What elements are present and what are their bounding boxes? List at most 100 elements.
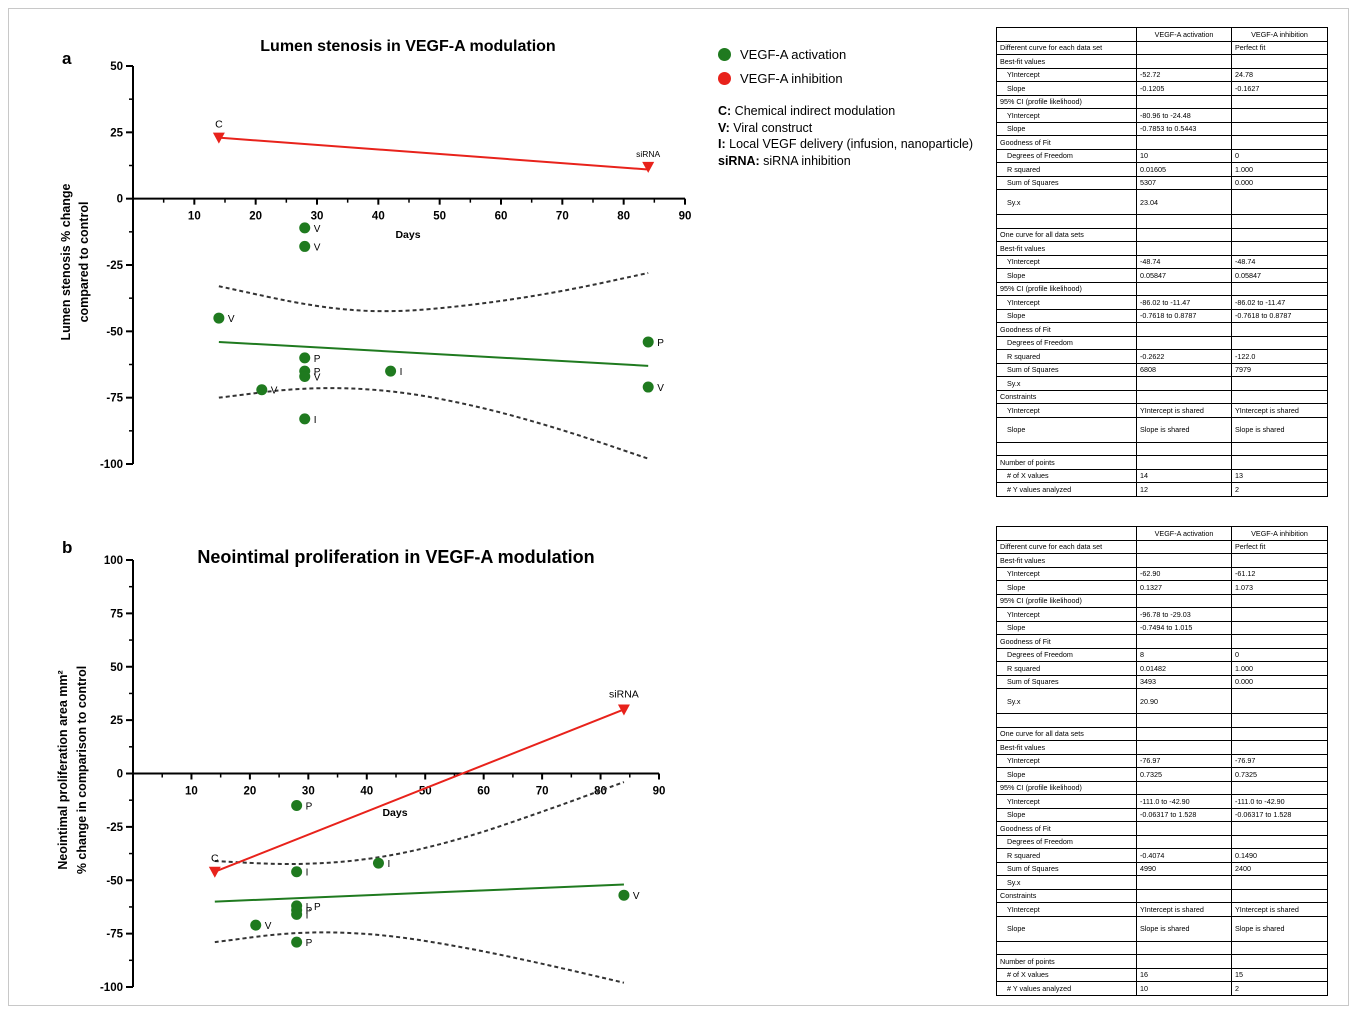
table-cell: 8 — [1136, 647, 1232, 662]
table-row: Slope Slope is shared Slope is shared — [996, 915, 1328, 942]
table-header-cell: VEGF-A inhibition — [1231, 526, 1328, 541]
table-cell: 1.000 — [1231, 661, 1328, 676]
table-row: YIntercept -52.72 24.78 — [996, 67, 1328, 82]
x-tick-label: 30 — [302, 786, 315, 798]
table-cell: Slope is shared — [1231, 416, 1328, 443]
table-cell — [1231, 322, 1328, 337]
table-cell: Slope — [996, 767, 1137, 782]
table-row: One curve for all data sets — [996, 227, 1328, 242]
point-label: V — [228, 314, 235, 325]
table-cell: Perfect fit — [1231, 40, 1328, 55]
activation-point — [291, 908, 303, 920]
abbr-viral: V: Viral construct — [718, 120, 973, 137]
ci-upper-band — [218, 271, 649, 313]
table-cell: Sy.x — [996, 688, 1137, 714]
table-cell: # of X values — [996, 967, 1137, 982]
table-row: # of X values 16 15 — [996, 967, 1328, 982]
table-cell: 12 — [1136, 482, 1232, 497]
table-cell: Slope — [996, 121, 1137, 136]
table-cell: -0.7618 to 0.8787 — [1136, 308, 1232, 323]
table-cell — [1231, 607, 1328, 622]
abbr-key: siRNA: — [718, 153, 760, 168]
table-cell — [1231, 189, 1328, 215]
y-tick-label: 50 — [110, 61, 123, 73]
table-cell: YIntercept — [996, 902, 1137, 917]
activation-point — [291, 800, 303, 812]
point-label: I, P — [306, 902, 321, 913]
table-cell — [1136, 214, 1232, 229]
table-cell: 10 — [1136, 981, 1232, 996]
table-row — [996, 713, 1328, 728]
table-cell — [1231, 281, 1328, 296]
x-tick-label: 60 — [495, 211, 508, 223]
point-label: P — [657, 338, 664, 349]
table-cell: -48.74 — [1231, 254, 1328, 269]
table-cell — [1231, 954, 1328, 969]
table-row: Degrees of Freedom 10 0 — [996, 148, 1328, 163]
table-cell — [1231, 241, 1328, 256]
table-cell — [1231, 54, 1328, 69]
table-row: Slope 0.7325 0.7325 — [996, 767, 1328, 782]
point-label: C — [215, 119, 223, 131]
table-row: # Y values analyzed 12 2 — [996, 482, 1328, 497]
x-tick-label: 40 — [372, 211, 385, 223]
table-cell — [1231, 940, 1328, 955]
figure-frame — [8, 8, 1349, 1006]
y-tick-label: -25 — [106, 822, 123, 834]
table-row: Different curve for each data set Perfect… — [996, 40, 1328, 55]
table-cell: Sy.x — [996, 376, 1137, 391]
table-cell: Constraints — [996, 888, 1137, 903]
abbr-key: V: — [718, 120, 730, 135]
table-cell: 3493 — [1136, 674, 1232, 689]
table-cell: Slope — [996, 915, 1137, 942]
table-cell — [1231, 780, 1328, 795]
table-row: YIntercept YIntercept is shared YIntercept… — [996, 403, 1328, 418]
x-tick-label: 50 — [433, 211, 446, 223]
inhibition-fit-line — [218, 136, 649, 171]
table-row: Slope -0.06317 to 1.528 -0.06317 to 1.528 — [996, 807, 1328, 822]
chart-panel-b: b Neointimal proliferation in VEGF-A modu… — [56, 538, 665, 994]
table-row: 95% CI (profile likelihood) — [996, 593, 1328, 608]
point-label: V — [314, 242, 321, 253]
table-cell: 0.1490 — [1231, 848, 1328, 863]
table-cell: -0.4074 — [1136, 848, 1232, 863]
abbr-text: Local VEGF delivery (infusion, nanoparti… — [725, 137, 973, 151]
legend-label-inhibition: VEGF-A inhibition — [740, 70, 843, 86]
table-cell: YIntercept — [996, 403, 1137, 418]
table-cell — [1231, 620, 1328, 635]
point-label: V — [265, 921, 272, 932]
table-cell: # Y values analyzed — [996, 482, 1137, 497]
table-cell: 0 — [1231, 148, 1328, 163]
table-row: YIntercept -96.78 to -29.03 — [996, 607, 1328, 622]
activation-point — [256, 384, 268, 396]
table-cell: Slope — [996, 807, 1137, 822]
chart-title: Neointimal proliferation in VEGF-A modul… — [197, 547, 594, 567]
table-cell: YIntercept — [996, 753, 1137, 768]
table-cell — [1231, 227, 1328, 242]
x-axis-label: Days — [395, 229, 420, 241]
point-label: I — [306, 910, 309, 921]
table-cell — [1136, 241, 1232, 256]
table-row: YIntercept -48.74 -48.74 — [996, 254, 1328, 269]
table-cell: 0 — [1231, 647, 1328, 662]
inhibition-fit-line — [214, 708, 625, 873]
table-cell — [1136, 281, 1232, 296]
table-row: Sum of Squares 5307 0.000 — [996, 175, 1328, 190]
point-label: P — [306, 802, 313, 813]
y-axis-label: Lumen stenosis % change — [59, 183, 73, 340]
abbreviation-key: C: Chemical indirect modulation V: Viral… — [718, 103, 973, 169]
table-cell: 0.01605 — [1136, 162, 1232, 177]
x-tick-label: 40 — [360, 786, 373, 798]
y-tick-label: -75 — [106, 393, 123, 405]
table-row: YIntercept -86.02 to -11.47 -86.02 to -11.… — [996, 295, 1328, 310]
table-row — [996, 214, 1328, 229]
table-cell: 95% CI (profile likelihood) — [996, 281, 1137, 296]
point-label: V — [314, 372, 321, 383]
y-tick-label: 25 — [110, 715, 123, 727]
table-cell: Constraints — [996, 389, 1137, 404]
table-cell: -52.72 — [1136, 67, 1232, 82]
table-cell: Slope is shared — [1231, 915, 1328, 942]
inhibition-point — [208, 866, 221, 878]
legend-label-activation: VEGF-A activation — [740, 46, 847, 62]
table-cell: Best-fit values — [996, 54, 1137, 69]
